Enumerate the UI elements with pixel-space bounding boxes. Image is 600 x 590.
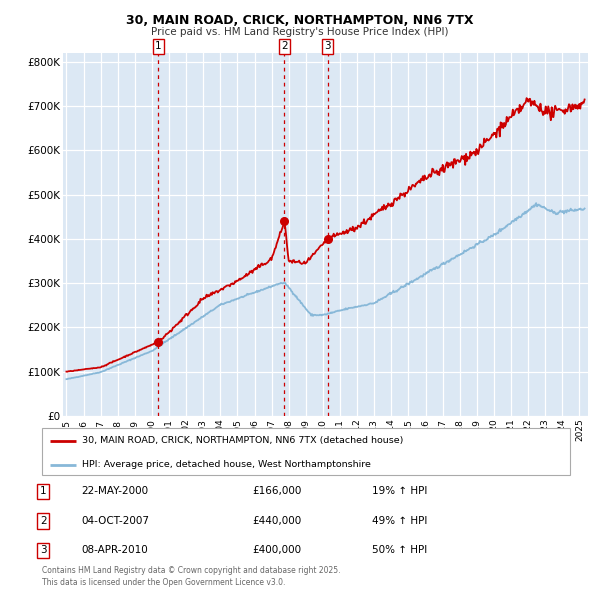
Text: 19% ↑ HPI: 19% ↑ HPI: [372, 487, 427, 496]
Text: 30, MAIN ROAD, CRICK, NORTHAMPTON, NN6 7TX: 30, MAIN ROAD, CRICK, NORTHAMPTON, NN6 7…: [126, 14, 474, 27]
Text: 3: 3: [324, 41, 331, 51]
Text: Price paid vs. HM Land Registry's House Price Index (HPI): Price paid vs. HM Land Registry's House …: [151, 28, 449, 37]
Text: 1: 1: [40, 487, 47, 496]
Text: 08-APR-2010: 08-APR-2010: [81, 546, 148, 555]
Text: 30, MAIN ROAD, CRICK, NORTHAMPTON, NN6 7TX (detached house): 30, MAIN ROAD, CRICK, NORTHAMPTON, NN6 7…: [82, 437, 403, 445]
Text: £400,000: £400,000: [252, 546, 301, 555]
Text: 49% ↑ HPI: 49% ↑ HPI: [372, 516, 427, 526]
Text: 1: 1: [155, 41, 162, 51]
Text: £166,000: £166,000: [252, 487, 301, 496]
Text: £440,000: £440,000: [252, 516, 301, 526]
Text: 2: 2: [281, 41, 288, 51]
Text: Contains HM Land Registry data © Crown copyright and database right 2025.
This d: Contains HM Land Registry data © Crown c…: [42, 566, 341, 587]
FancyBboxPatch shape: [42, 428, 570, 475]
Text: 22-MAY-2000: 22-MAY-2000: [81, 487, 148, 496]
Text: 3: 3: [40, 546, 47, 555]
Text: 04-OCT-2007: 04-OCT-2007: [81, 516, 149, 526]
Text: 50% ↑ HPI: 50% ↑ HPI: [372, 546, 427, 555]
Text: 2: 2: [40, 516, 47, 526]
Text: HPI: Average price, detached house, West Northamptonshire: HPI: Average price, detached house, West…: [82, 460, 370, 469]
